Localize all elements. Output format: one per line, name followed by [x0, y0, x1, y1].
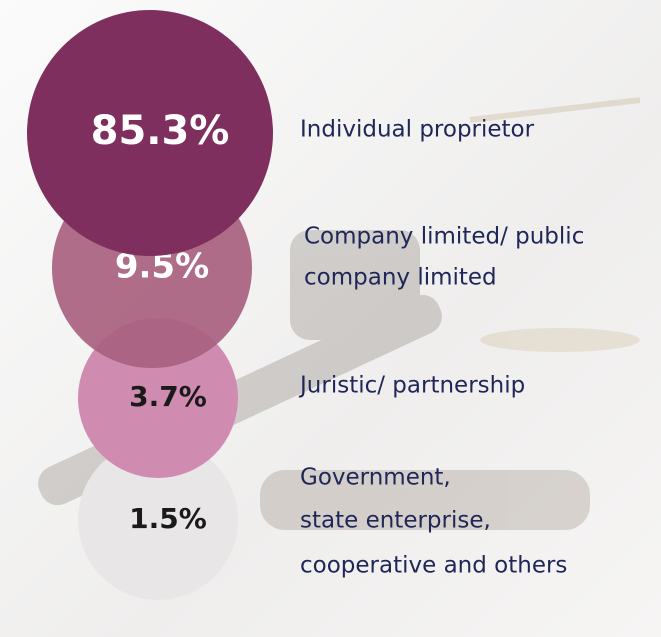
- value-label: 3.7%: [129, 380, 207, 413]
- value-label: 1.5%: [129, 502, 207, 535]
- category-label: Company limited/ public: [304, 224, 584, 250]
- category-label: Individual proprietor: [300, 117, 535, 143]
- category-label: company limited: [304, 265, 497, 291]
- category-label: cooperative and others: [300, 553, 567, 579]
- category-label: state enterprise,: [300, 508, 491, 534]
- category-label: Juristic/ partnership: [298, 373, 525, 399]
- chart: 1.5%3.7%9.5%85.3%Individual proprietorCo…: [0, 0, 661, 637]
- value-label: 85.3%: [91, 108, 230, 154]
- category-label: Government,: [300, 465, 451, 491]
